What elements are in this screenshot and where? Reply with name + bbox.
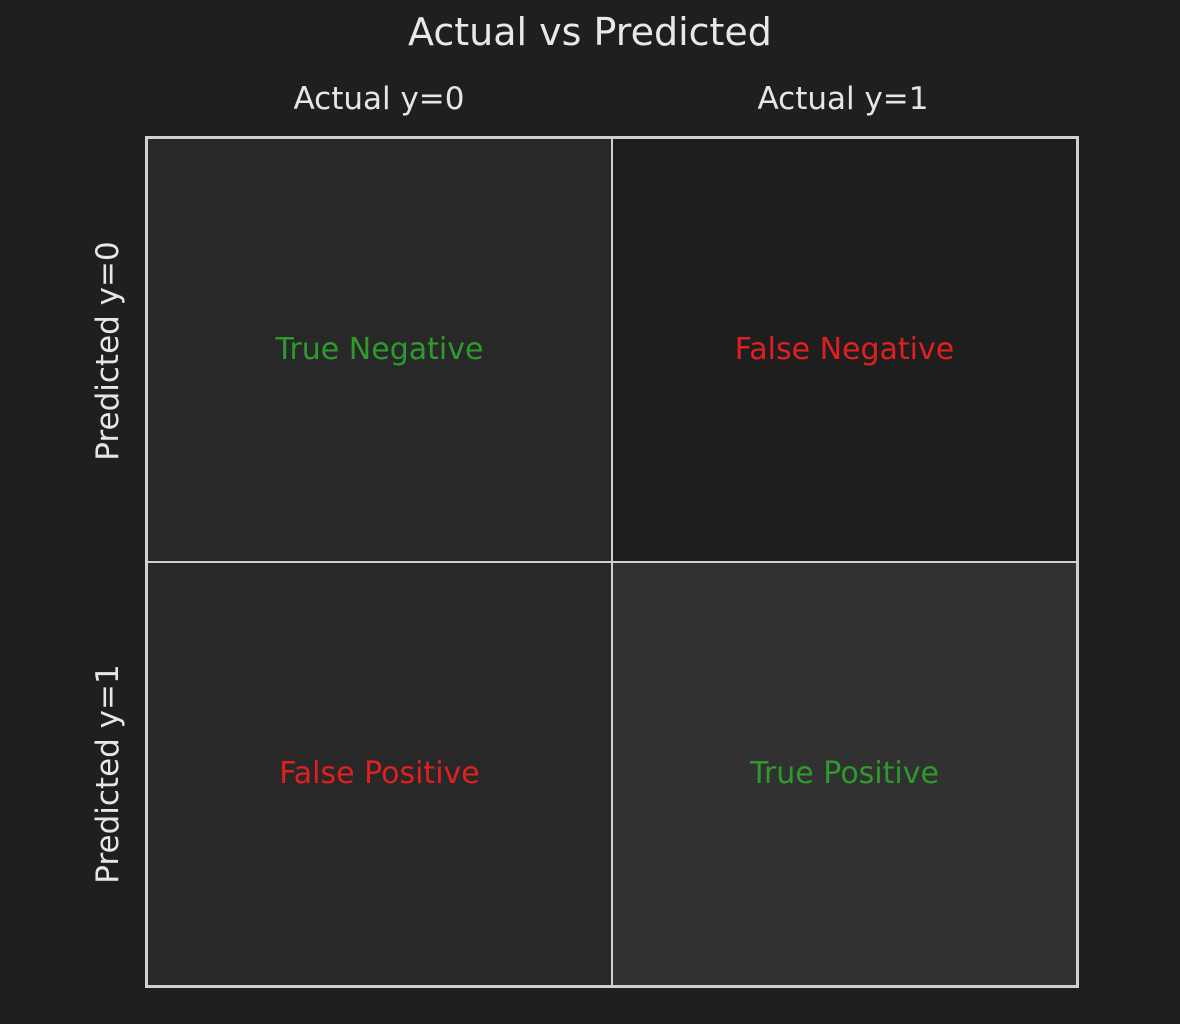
confusion-matrix: True Negative False Negative False Posit… [145,136,1079,988]
column-label-actual-1: Actual y=1 [757,81,929,117]
cell-label-false-negative: False Negative [734,332,955,367]
cell-false-positive: False Positive [148,562,612,985]
row-label-predicted-0: Predicted y=0 [90,240,126,461]
row-label-predicted-1-wrapper: Predicted y=1 [85,562,131,985]
row-label-predicted-1: Predicted y=1 [90,663,126,884]
cell-false-negative: False Negative [612,139,1076,562]
column-label-actual-0: Actual y=0 [293,81,465,117]
cell-label-true-positive: True Positive [750,756,939,791]
cell-true-negative: True Negative [148,139,612,562]
cell-label-false-positive: False Positive [279,756,480,791]
diagram-title: Actual vs Predicted [408,10,772,54]
cell-true-positive: True Positive [612,562,1076,985]
row-label-predicted-0-wrapper: Predicted y=0 [85,139,131,562]
cell-label-true-negative: True Negative [275,332,484,367]
